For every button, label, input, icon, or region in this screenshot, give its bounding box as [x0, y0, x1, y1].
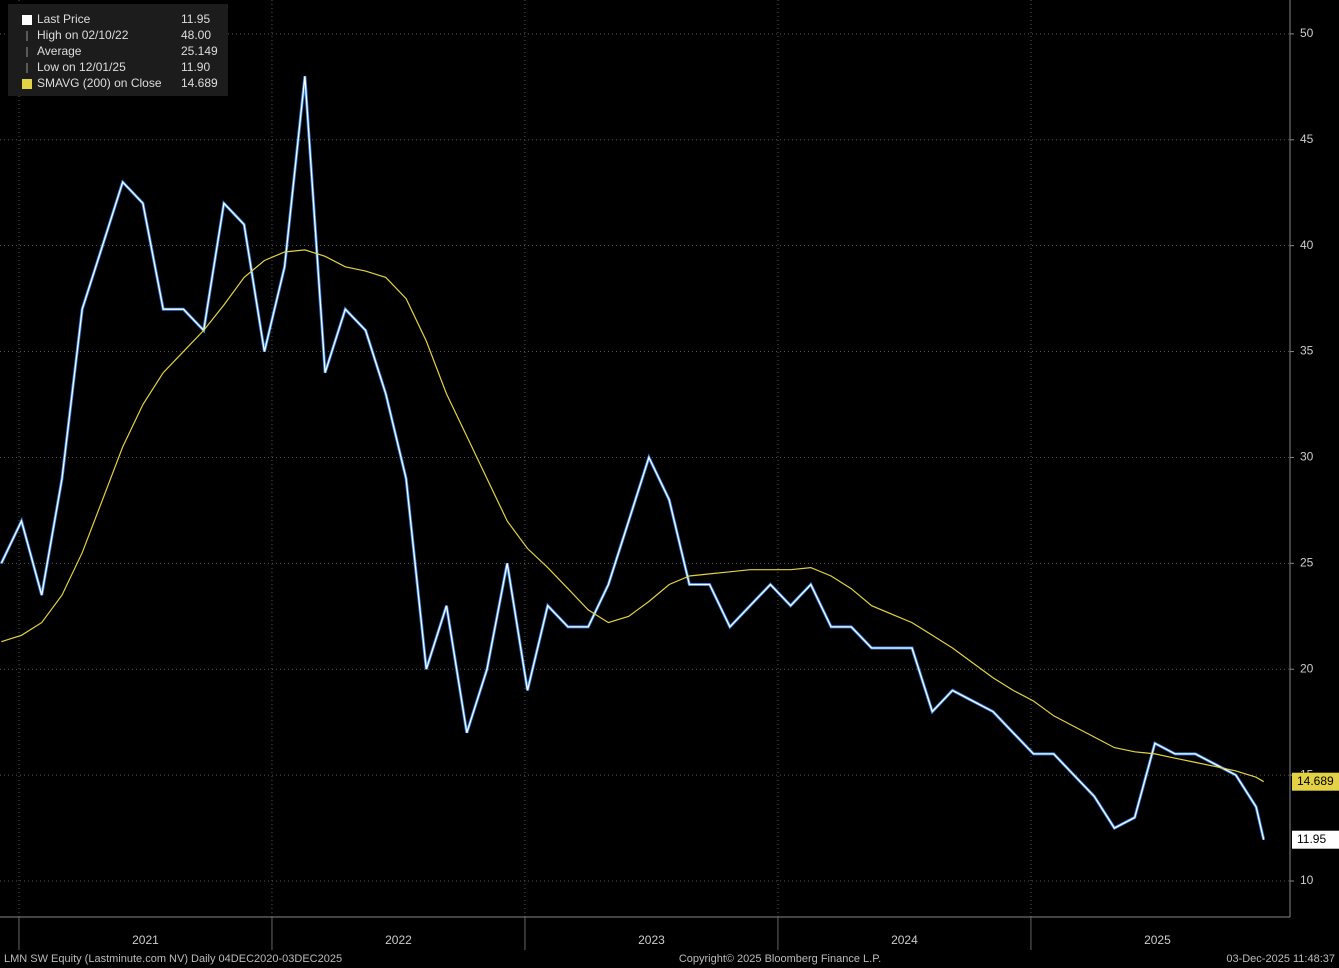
y-tick-label: 30 — [1300, 450, 1314, 464]
legend-value: 48.00 — [181, 28, 211, 42]
legend-label: Average — [37, 44, 82, 58]
y-tick-label: 45 — [1300, 132, 1314, 146]
lines — [0, 76, 1266, 841]
price-tag-label: 14.689 — [1297, 774, 1334, 788]
axes: 1015202530354045502021202220232024202514… — [18, 26, 1339, 950]
legend-label: Low on 12/01/25 — [37, 60, 126, 74]
x-tick-label: 2025 — [1144, 933, 1171, 947]
legend-value: 11.90 — [181, 60, 210, 74]
legend-swatch — [22, 79, 32, 89]
legend-swatch — [22, 15, 32, 25]
legend-value: 11.95 — [181, 12, 210, 26]
price-tag — [1292, 772, 1339, 791]
legend: Last Price 11.95 High on 02/10/22 48.00 Aver… — [22, 12, 218, 90]
footer-right: 03-Dec-2025 11:48:37 — [1226, 953, 1335, 965]
y-tick-label: 35 — [1300, 344, 1314, 358]
y-tick-label: 10 — [1300, 873, 1314, 887]
footer-center: Copyright© 2025 Bloomberg Finance L.P. — [679, 953, 881, 965]
x-tick-label: 2022 — [385, 933, 412, 947]
legend-box — [8, 4, 228, 96]
price-tag — [1292, 830, 1339, 849]
grid — [0, 0, 1290, 917]
y-tick-label: 50 — [1300, 26, 1314, 40]
price-tag-label: 11.95 — [1297, 832, 1326, 846]
price-line — [0, 76, 1265, 840]
moving-average-line — [1, 249, 1265, 783]
y-tick-label: 20 — [1300, 661, 1314, 675]
x-tick-label: 2023 — [638, 933, 665, 947]
legend-value: 25.149 — [181, 44, 218, 58]
x-tick-label: 2024 — [891, 933, 918, 947]
y-tick-label: 40 — [1300, 238, 1314, 252]
footer-left: LMN SW Equity (Lastminute.com NV) Daily … — [4, 953, 342, 965]
legend-value: 14.689 — [181, 76, 218, 90]
legend-label: Last Price — [37, 12, 91, 26]
legend-label: High on 02/10/22 — [37, 28, 129, 42]
y-tick-label: 25 — [1300, 556, 1314, 570]
legend-label: SMAVG (200) on Close — [37, 76, 162, 90]
x-tick-label: 2021 — [132, 933, 159, 947]
